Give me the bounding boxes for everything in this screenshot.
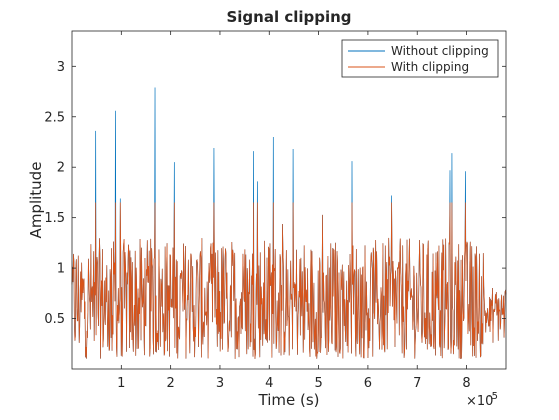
ticks-layer: 1 2 3 4 5 6 7 8 0.5 1 1.5 2 2.5 3 [44,31,506,391]
y-tick-label: 1.5 [44,211,65,226]
series-layer [71,87,507,359]
x-tick-label: 7 [413,376,421,391]
series-line-with-clipping [71,202,507,359]
legend[interactable]: Without clipping With clipping [341,39,499,78]
y-axis-title: Amplitude [27,162,45,239]
y-tick-label: 0.5 [44,312,65,327]
x-axis-title: Time (s) [258,391,320,409]
chart-title: Signal clipping [226,8,351,26]
x-tick-label: 6 [364,376,372,391]
legend-box [341,39,499,78]
x-tick-label: 2 [166,376,174,391]
x-tick-label: 5 [314,376,322,391]
legend-label-without-clipping: Without clipping [391,44,489,58]
x-tick-label: 4 [265,376,273,391]
legend-label-with-clipping: With clipping [391,60,469,74]
y-tick-label: 3 [57,60,65,75]
x-axis-exponent-power: -5 [488,391,498,402]
x-axis-exponent-base: ×10 [466,394,493,409]
axes-box [71,30,507,370]
y-tick-label: 2 [57,161,65,176]
y-tick-label: 1 [57,262,65,277]
x-tick-label: 8 [462,376,470,391]
x-tick-label: 1 [117,376,125,391]
y-tick-label: 2.5 [44,110,65,125]
x-tick-label: 3 [216,376,224,391]
